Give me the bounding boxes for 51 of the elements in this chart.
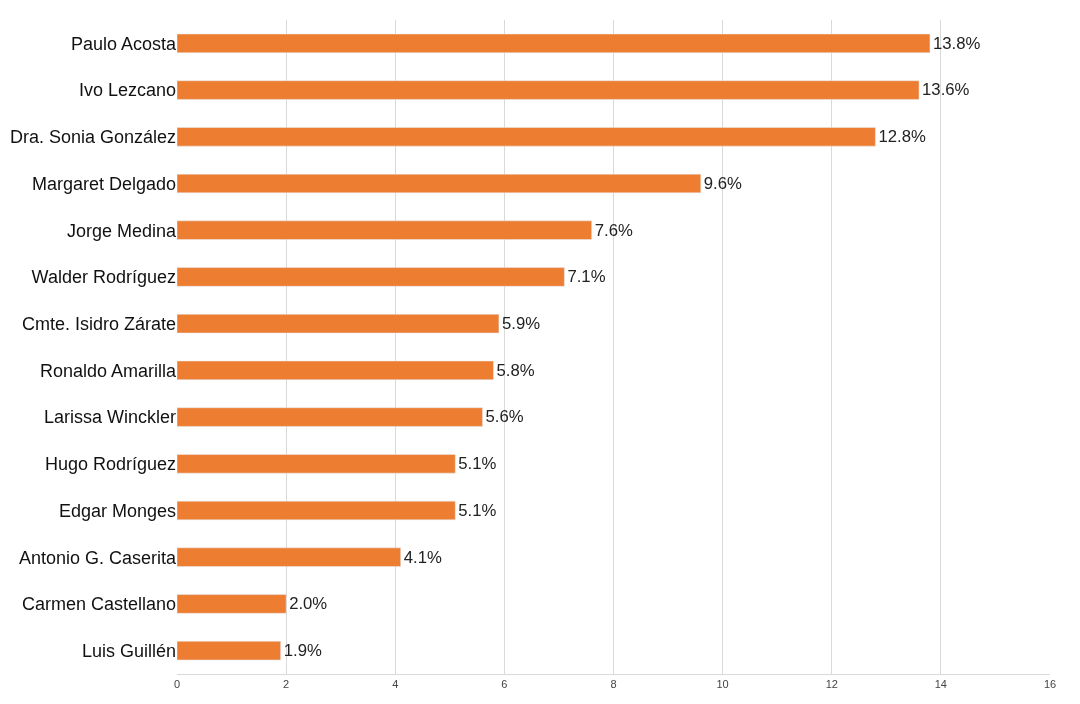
y-tick-label: Dra. Sonia González bbox=[9, 127, 176, 148]
bar bbox=[177, 594, 287, 614]
data-label: 2.0% bbox=[289, 594, 328, 614]
y-tick-label: Ivo Lezcano bbox=[78, 80, 176, 101]
bar bbox=[177, 173, 702, 194]
x-tick-label: 10 bbox=[716, 678, 729, 691]
y-tick-label: Jorge Medina bbox=[66, 220, 177, 241]
bar bbox=[177, 267, 565, 287]
y-tick-label: Walder Rodríguez bbox=[31, 267, 176, 288]
y-tick-label: Edgar Monges bbox=[58, 500, 176, 521]
y-tick-label: Ronaldo Amarilla bbox=[39, 360, 177, 381]
bar bbox=[177, 220, 592, 240]
data-label: 13.6% bbox=[922, 80, 970, 100]
data-label: 1.9% bbox=[283, 641, 322, 661]
bar bbox=[177, 641, 281, 661]
bar bbox=[177, 500, 456, 521]
data-label: 5.9% bbox=[501, 314, 541, 334]
data-label: 5.8% bbox=[496, 360, 535, 380]
data-label: 5.1% bbox=[458, 500, 497, 520]
bar bbox=[177, 33, 931, 53]
data-label: 5.6% bbox=[485, 407, 524, 427]
bar bbox=[177, 454, 456, 474]
bar bbox=[177, 80, 920, 100]
x-tick-label: 12 bbox=[825, 678, 838, 691]
y-tick-label: Paulo Acosta bbox=[70, 33, 177, 54]
y-tick-label: Margaret Delgado bbox=[31, 173, 176, 194]
bar bbox=[177, 314, 500, 334]
bar bbox=[177, 360, 494, 380]
bar bbox=[177, 547, 401, 567]
y-tick-label: Hugo Rodríguez bbox=[44, 454, 176, 475]
x-tick-label: 0 bbox=[173, 678, 181, 691]
y-tick-label: Carmen Castellano bbox=[21, 594, 176, 615]
data-label: 7.6% bbox=[594, 220, 633, 240]
data-label: 13.8% bbox=[932, 33, 981, 53]
data-label: 5.1% bbox=[458, 454, 497, 474]
data-label: 7.1% bbox=[567, 267, 606, 287]
y-tick-label: Luis Guillén bbox=[81, 640, 176, 661]
x-tick-label: 2 bbox=[283, 678, 290, 691]
data-label: 9.6% bbox=[703, 173, 743, 193]
y-tick-label: Cmte. Isidro Zárate bbox=[21, 313, 176, 334]
y-tick-label: Antonio G. Caserita bbox=[18, 547, 177, 568]
bar bbox=[177, 407, 483, 427]
x-tick-label: 4 bbox=[392, 678, 399, 691]
data-label: 12.8% bbox=[878, 127, 926, 147]
x-tick-label: 16 bbox=[1043, 678, 1057, 691]
x-tick-label: 6 bbox=[501, 678, 508, 691]
y-tick-label: Larissa Winckler bbox=[43, 407, 176, 428]
x-tick-label: 14 bbox=[934, 678, 948, 691]
data-label: 4.1% bbox=[403, 547, 442, 567]
x-tick-label: 8 bbox=[610, 678, 617, 691]
bar bbox=[177, 127, 876, 147]
